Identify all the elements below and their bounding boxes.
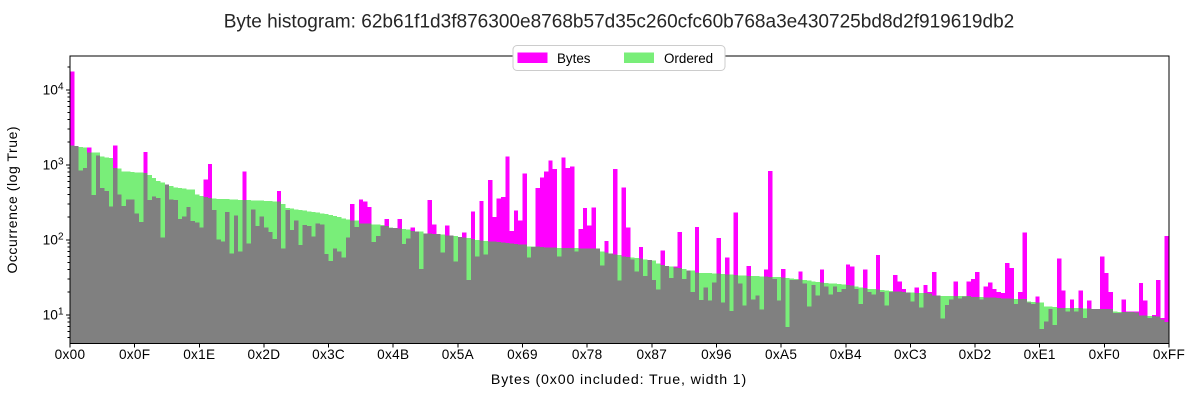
svg-text:0x69: 0x69 bbox=[507, 347, 538, 362]
svg-text:0x2D: 0x2D bbox=[247, 347, 280, 362]
svg-text:Occurrence (log True): Occurrence (log True) bbox=[4, 126, 20, 274]
svg-text:Bytes (0x00 included: True, wi: Bytes (0x00 included: True, width 1) bbox=[491, 372, 747, 388]
svg-text:0x78: 0x78 bbox=[572, 347, 603, 362]
svg-text:Ordered: Ordered bbox=[664, 51, 713, 66]
svg-text:0xF0: 0xF0 bbox=[1089, 347, 1121, 362]
svg-text:Byte histogram: 62b61f1d3f8763: Byte histogram: 62b61f1d3f876300e8768b57… bbox=[224, 11, 1015, 32]
svg-text:0xFF: 0xFF bbox=[1153, 347, 1185, 362]
svg-text:Bytes: Bytes bbox=[557, 51, 591, 66]
svg-text:0x0F: 0x0F bbox=[119, 347, 150, 362]
svg-text:0x00: 0x00 bbox=[55, 347, 86, 362]
svg-text:0x96: 0x96 bbox=[701, 347, 732, 362]
svg-text:0xD2: 0xD2 bbox=[959, 347, 992, 362]
svg-text:0xB4: 0xB4 bbox=[830, 347, 862, 362]
svg-text:0xC3: 0xC3 bbox=[894, 347, 927, 362]
svg-text:0x4B: 0x4B bbox=[377, 347, 409, 362]
svg-text:0x87: 0x87 bbox=[636, 347, 667, 362]
svg-text:0xE1: 0xE1 bbox=[1024, 347, 1056, 362]
svg-text:0x5A: 0x5A bbox=[442, 347, 475, 362]
svg-text:0xA5: 0xA5 bbox=[765, 347, 797, 362]
svg-text:0x1E: 0x1E bbox=[183, 347, 215, 362]
svg-text:0x3C: 0x3C bbox=[312, 347, 345, 362]
